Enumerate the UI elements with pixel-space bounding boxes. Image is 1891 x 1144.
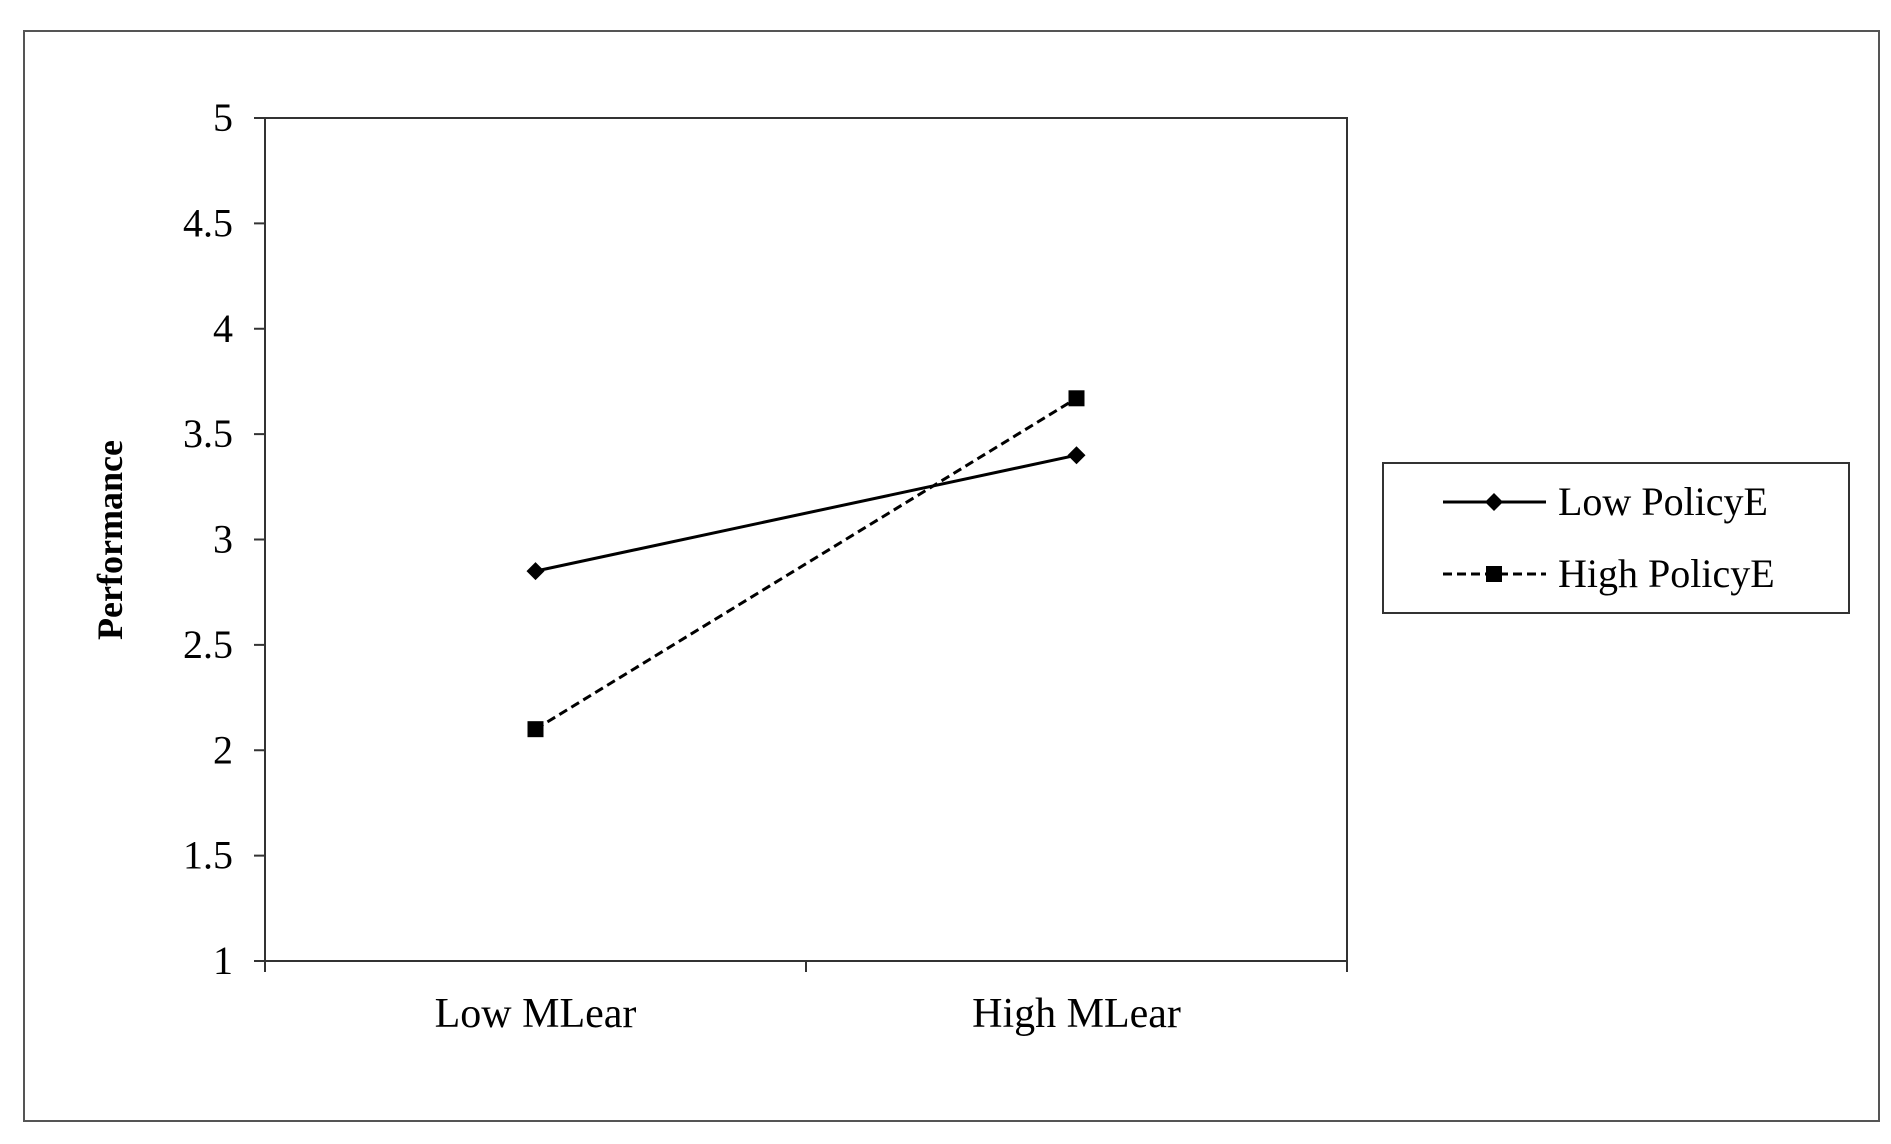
y-tick-label: 3	[213, 517, 233, 562]
y-axis-title: Performance	[90, 440, 130, 640]
x-tick-label: High MLear	[972, 991, 1181, 1037]
y-tick-label: 3.5	[183, 411, 233, 456]
legend-label: Low PolicyE	[1558, 479, 1768, 524]
data-point	[527, 721, 544, 738]
data-point	[1067, 446, 1086, 465]
series-layer	[526, 390, 1086, 738]
x-tick-label: Low MLear	[435, 991, 637, 1037]
y-tick-label: 1.5	[183, 833, 233, 878]
y-tick-label: 4.5	[183, 200, 233, 245]
series-line-1	[535, 453, 1077, 573]
legend-marker	[1486, 566, 1502, 582]
y-tick-label: 2	[213, 727, 233, 772]
y-tick-label: 5	[213, 95, 233, 140]
x-axis: Low MLear High MLear	[264, 961, 1348, 1037]
legend-marker	[1485, 493, 1503, 511]
legend: Low PolicyE High PolicyE	[1382, 462, 1850, 614]
data-point	[1068, 390, 1085, 407]
data-point	[526, 562, 545, 581]
legend-box	[1382, 462, 1850, 614]
legend-label: High PolicyE	[1558, 551, 1775, 596]
y-tick-label: 1	[213, 938, 233, 983]
y-tick-label: 2.5	[183, 622, 233, 667]
series-line-2	[534, 397, 1078, 731]
y-tick-label: 4	[213, 306, 233, 351]
y-axis: 1 1.5 2 2.5 3 3.5 4 4.5 5	[183, 95, 265, 983]
